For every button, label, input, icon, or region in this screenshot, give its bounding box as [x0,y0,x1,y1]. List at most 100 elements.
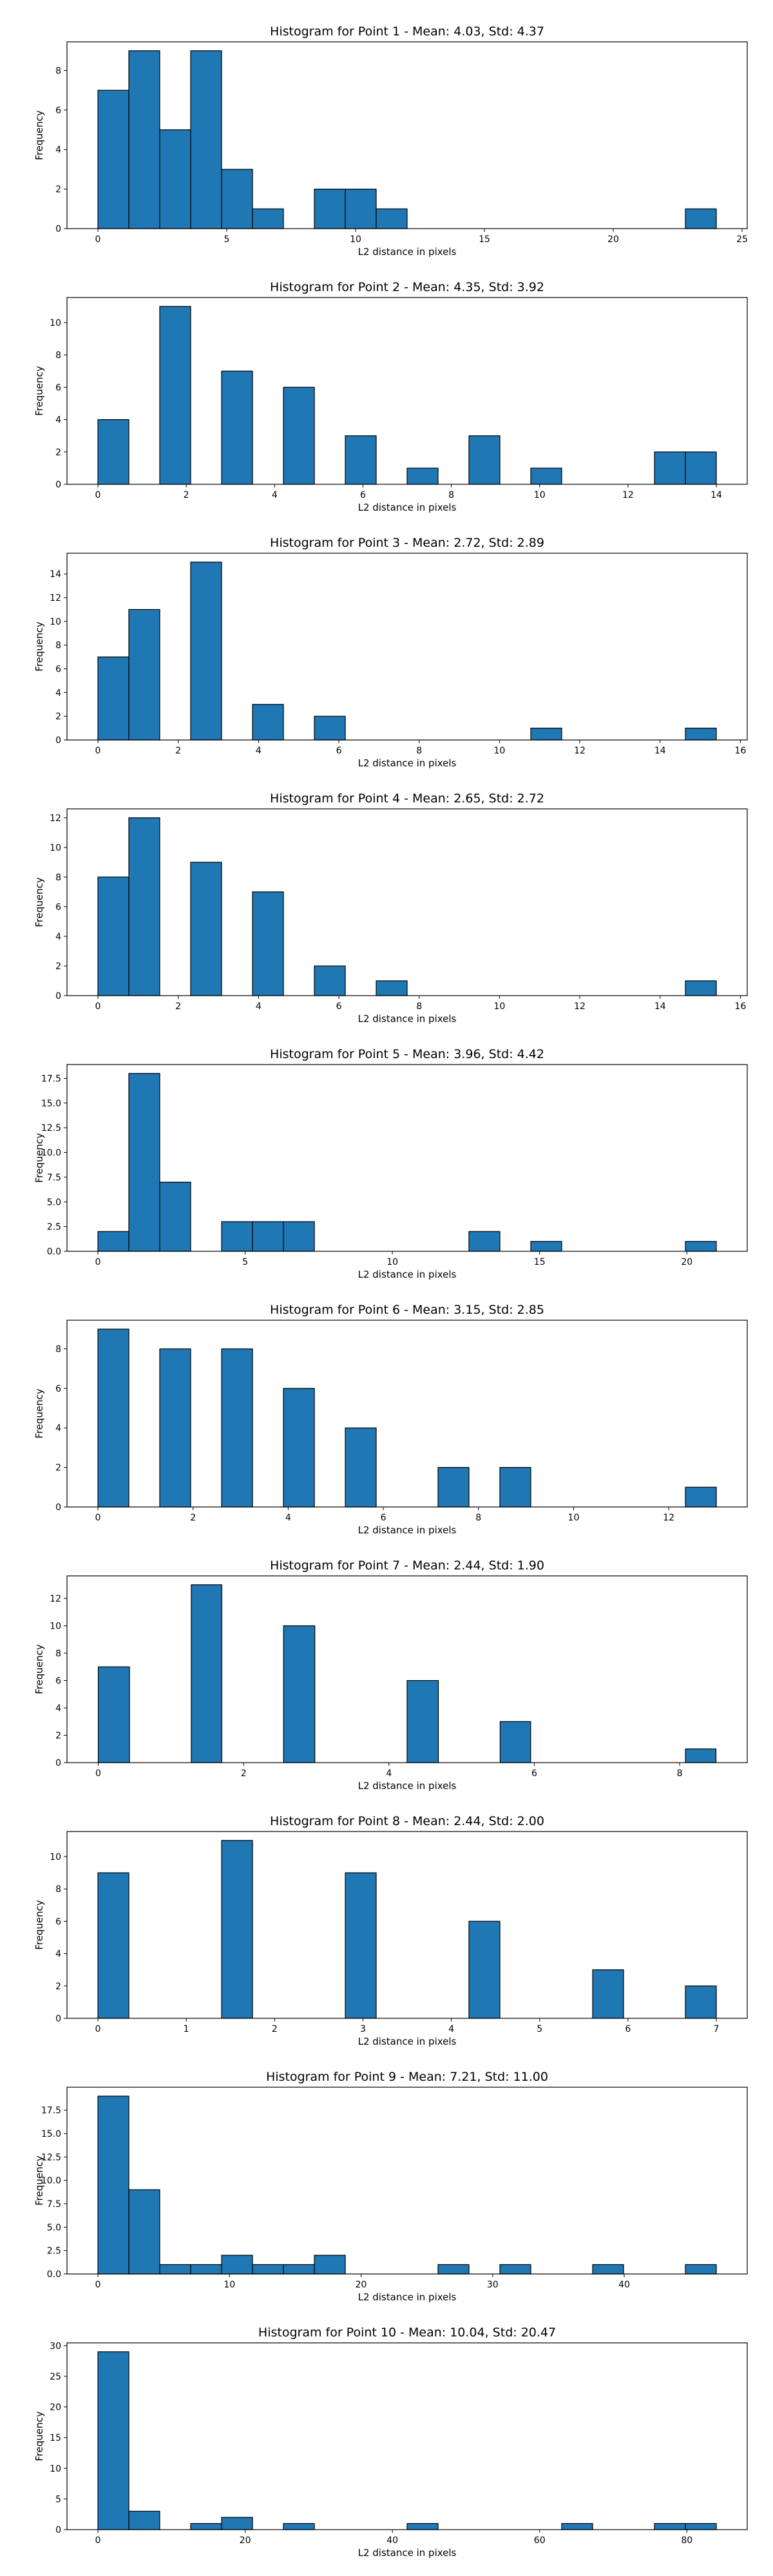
x-tick-label: 10 [568,1513,580,1523]
histogram-bar [252,1221,284,1252]
x-tick-label: 12 [574,746,586,756]
histogram-bar [97,1666,130,1763]
y-tick-label: 0.0 [47,2269,61,2280]
x-tick-label: 0 [95,2535,101,2546]
x-tick-label: 16 [734,746,746,756]
x-tick-label: 8 [416,1001,422,1012]
x-tick-label: 14 [711,490,722,500]
y-tick-label: 0 [55,224,61,234]
histogram-bar [437,1467,470,1508]
x-axis-label: L2 distance in pixels [358,1524,457,1536]
histogram-bar [128,817,160,996]
histogram-bar [128,609,160,741]
histogram-bar [685,1985,717,2019]
histogram-bar [159,1348,191,1508]
histogram-bar [221,1348,253,1508]
x-tick-label: 6 [381,1513,386,1523]
y-axis-label: Frequency [33,877,45,927]
chart-title: Histogram for Point 3 - Mean: 2.72, Std:… [270,536,544,550]
y-tick-label: 2 [55,1463,61,1473]
x-axis-label: L2 distance in pixels [358,1013,457,1025]
histogram-bar [376,980,408,996]
histogram-bar [685,1748,717,1763]
x-tick-label: 12 [574,1001,586,1012]
plot-frame [66,1831,748,2019]
histogram-bar [221,370,253,485]
histogram-panel-8: Histogram for Point 8 - Mean: 2.44, Std:… [33,1814,748,2047]
histogram-bar [468,1231,501,1252]
y-tick-label: 0 [55,480,61,490]
x-tick-label: 4 [272,490,278,500]
y-tick-label: 4 [55,1949,61,1960]
y-tick-label: 14 [50,569,61,580]
x-tick-label: 6 [625,2024,631,2034]
x-tick-label: 10 [350,234,361,245]
x-axis-label: L2 distance in pixels [358,246,457,258]
y-tick-label: 10 [50,1622,61,1632]
x-tick-label: 2 [175,746,181,756]
histogram-bar [314,715,346,741]
x-tick-label: 10 [534,490,546,500]
histogram-bar [654,451,686,485]
x-tick-label: 15 [534,1257,546,1267]
histogram-bar [221,2517,253,2530]
y-tick-label: 4 [55,145,61,155]
y-tick-label: 6 [55,902,61,913]
histogram-bar [283,2523,315,2530]
histogram-bar [221,1221,253,1252]
histogram-bar [128,1073,160,1252]
histogram-bar [685,2523,717,2530]
x-tick-label: 6 [531,1768,537,1779]
x-tick-label: 0 [95,1513,101,1523]
y-tick-label: 6 [55,1384,61,1394]
y-tick-label: 4 [55,1703,61,1714]
y-tick-label: 7.5 [47,2199,61,2210]
y-tick-label: 12 [50,1594,61,1604]
histogram-bar [437,2264,470,2275]
plot-frame [66,2342,748,2530]
x-tick-label: 6 [336,746,342,756]
histogram-panel-2: Histogram for Point 2 - Mean: 4.35, Std:… [33,280,748,513]
histogram-panel-10: Histogram for Point 10 - Mean: 10.04, St… [33,2325,748,2559]
x-axis-label: L2 distance in pixels [358,2291,457,2303]
y-tick-label: 10 [50,843,61,853]
histogram-bar [685,980,717,996]
histogram-bar [159,306,191,485]
y-tick-label: 2 [55,712,61,722]
x-axis-label: L2 distance in pixels [358,1780,457,1792]
x-tick-label: 10 [386,1257,398,1267]
histogram-bar [221,169,253,229]
x-tick-label: 2 [272,2024,278,2034]
y-tick-label: 0.0 [47,1247,61,1257]
y-tick-label: 2 [55,1731,61,1741]
histogram-bar [252,208,284,229]
y-axis-label: Frequency [33,1388,45,1439]
x-tick-label: 4 [256,746,262,756]
histogram-bar [191,1584,222,1763]
x-tick-label: 0 [95,490,101,500]
chart-title: Histogram for Point 4 - Mean: 2.65, Std:… [270,791,544,806]
x-tick-label: 0 [95,234,101,245]
x-tick-label: 12 [622,490,634,500]
histogram-bar [468,1920,501,2019]
x-axis-label: L2 distance in pixels [358,2547,457,2559]
x-tick-label: 2 [184,490,189,500]
y-tick-label: 4 [55,1423,61,1434]
y-tick-label: 10 [50,318,61,328]
histogram-bar [685,208,717,229]
histogram-bar [685,1486,717,1508]
histogram-bar [376,208,408,229]
x-tick-label: 15 [479,234,490,245]
histogram-bar [128,50,160,229]
x-tick-label: 5 [224,234,230,245]
histogram-panel-5: Histogram for Point 5 - Mean: 3.96, Std:… [33,1047,748,1280]
x-tick-label: 20 [607,234,619,245]
y-tick-label: 10.0 [41,2176,61,2186]
x-tick-label: 10 [224,2280,235,2290]
y-axis-label: Frequency [33,1644,45,1694]
y-tick-label: 10 [50,1852,61,1862]
y-tick-label: 2 [55,1982,61,1992]
y-tick-label: 8 [55,1649,61,1659]
plot-frame [66,808,748,996]
